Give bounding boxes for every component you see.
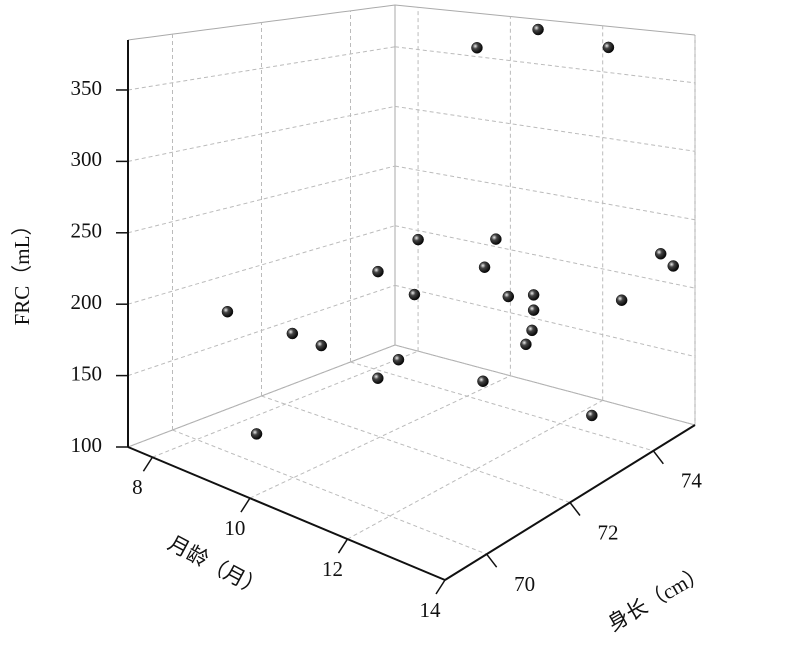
grid-line [127, 46, 396, 91]
point [477, 375, 489, 388]
z-tick-label: 250 [71, 219, 103, 243]
point [372, 265, 384, 278]
grid-line [261, 395, 571, 503]
z-tick-label: 350 [71, 76, 103, 100]
point [602, 41, 615, 54]
x-tick [142, 456, 154, 472]
y-tick [652, 450, 664, 465]
grid-line [394, 284, 696, 358]
point [372, 372, 384, 384]
point [408, 288, 421, 301]
x-axis [127, 446, 446, 581]
y-axis-label: 身长（cm） [603, 560, 710, 636]
y-tick-label: 70 [514, 572, 535, 596]
point [412, 233, 424, 246]
grid-line [394, 105, 696, 152]
grid-line [152, 350, 419, 458]
point [502, 290, 515, 303]
y-tick [569, 502, 581, 516]
point [527, 289, 540, 301]
z-tick-label: 300 [71, 147, 103, 171]
wall-edge [394, 4, 696, 36]
x-tick-label: 12 [322, 557, 343, 581]
z-axis-label: FRC（mL） [10, 215, 34, 326]
grid-line [394, 344, 696, 426]
point [490, 233, 502, 245]
point [221, 305, 234, 318]
grid-line [249, 375, 511, 499]
z-tick-label: 100 [71, 433, 103, 457]
point [532, 23, 544, 36]
grid-line [172, 429, 487, 555]
grid-line [394, 225, 696, 289]
point [392, 353, 405, 366]
point [526, 324, 538, 337]
grid-line [350, 361, 654, 452]
point [315, 339, 328, 352]
point [586, 409, 598, 422]
grid-line [394, 165, 696, 221]
point [667, 260, 679, 272]
x-tick-label: 8 [132, 475, 143, 499]
z-tick-label: 200 [71, 290, 103, 314]
y-tick-label: 74 [681, 469, 703, 493]
point [471, 42, 483, 54]
x-tick [240, 497, 251, 513]
y-tick-label: 72 [598, 520, 619, 544]
grid-line [127, 225, 396, 305]
x-axis-label: 月龄（月） [164, 531, 268, 601]
x-tick [337, 538, 349, 554]
point [250, 428, 263, 440]
x-tick [435, 579, 446, 595]
point [478, 261, 491, 273]
x-tick-label: 10 [224, 516, 245, 540]
z-tick-label: 150 [71, 361, 103, 385]
point [654, 248, 667, 260]
grid-line [127, 165, 396, 234]
point [527, 304, 540, 316]
x-tick-label: 14 [420, 598, 442, 622]
y-tick [486, 553, 498, 568]
point [520, 338, 532, 351]
point [615, 294, 628, 306]
grid-line [394, 46, 696, 84]
point [286, 327, 299, 340]
